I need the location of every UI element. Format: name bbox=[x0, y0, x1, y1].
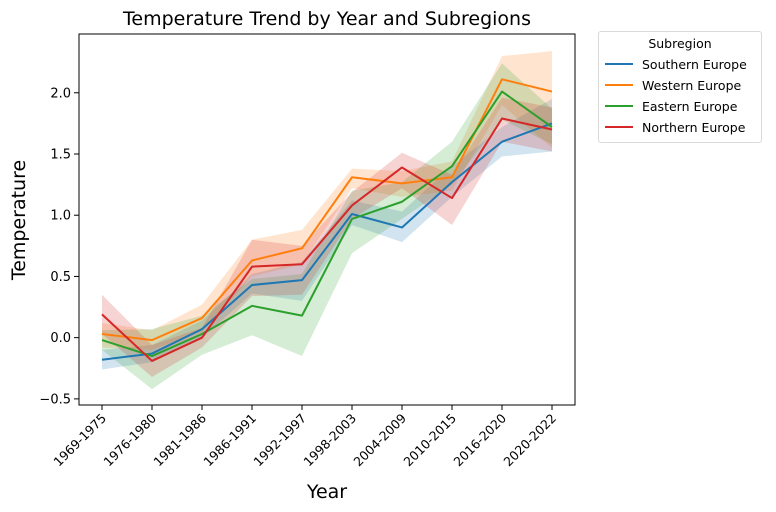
legend-swatch bbox=[605, 105, 633, 107]
band-eastern-europe bbox=[102, 63, 552, 390]
legend-item-western-europe: Western Europe bbox=[605, 77, 741, 93]
legend-title: Subregion bbox=[648, 36, 712, 51]
line-northern-europe bbox=[101, 117, 553, 362]
legend-item-northern-europe: Northern Europe bbox=[605, 119, 745, 135]
band-western-europe bbox=[102, 51, 552, 350]
x-tick-label: 1986-1991 bbox=[200, 411, 259, 470]
x-tick-label: 2010-2015 bbox=[400, 411, 459, 470]
legend-item-southern-europe: Southern Europe bbox=[605, 56, 747, 72]
y-tick-label: 0.0 bbox=[50, 331, 71, 346]
legend-label: Western Europe bbox=[642, 77, 742, 93]
x-tick-label: 1976-1980 bbox=[100, 410, 159, 469]
legend-swatch bbox=[605, 84, 633, 86]
x-tick-label: 1969-1975 bbox=[50, 411, 109, 470]
x-axis: 1969-19751976-19801981-19861986-19911992… bbox=[50, 405, 559, 469]
legend-item-eastern-europe: Eastern Europe bbox=[605, 98, 737, 114]
y-tick-label: 1.5 bbox=[50, 147, 71, 162]
line-southern-europe bbox=[101, 122, 553, 361]
x-axis-label: Year bbox=[306, 481, 347, 503]
line-eastern-europe bbox=[101, 90, 553, 358]
legend-label: Eastern Europe bbox=[642, 98, 738, 114]
y-tick-label: 2.0 bbox=[50, 86, 71, 101]
x-tick-label: 1998-2003 bbox=[300, 411, 359, 470]
y-axis-label: Temperature bbox=[8, 160, 30, 281]
y-tick-label: −0.5 bbox=[39, 392, 71, 407]
legend-label: Northern Europe bbox=[642, 119, 746, 135]
y-tick-label: 0.5 bbox=[50, 270, 71, 285]
x-tick-label: 2020-2022 bbox=[500, 411, 559, 470]
series-lines bbox=[101, 78, 553, 362]
x-tick-label: 1981-1986 bbox=[150, 410, 209, 469]
y-tick-label: 1.0 bbox=[50, 209, 71, 224]
confidence-bands bbox=[102, 51, 552, 390]
chart-title: Temperature Trend by Year and Subregions bbox=[122, 8, 531, 30]
band-northern-europe bbox=[102, 97, 552, 377]
plot-area-frame bbox=[78, 33, 576, 406]
legend: Subregion Southern Europe Western Europe… bbox=[598, 31, 762, 143]
legend-label: Southern Europe bbox=[642, 56, 747, 72]
x-tick-label: 2004-2009 bbox=[350, 410, 409, 469]
x-tick-label: 2016-2020 bbox=[450, 410, 509, 469]
y-axis: −0.5 0.0 0.5 1.0 1.5 2.0 bbox=[39, 86, 79, 407]
legend-swatch bbox=[605, 126, 633, 128]
legend-swatch bbox=[605, 63, 633, 65]
x-tick-label: 1992-1997 bbox=[250, 411, 309, 470]
